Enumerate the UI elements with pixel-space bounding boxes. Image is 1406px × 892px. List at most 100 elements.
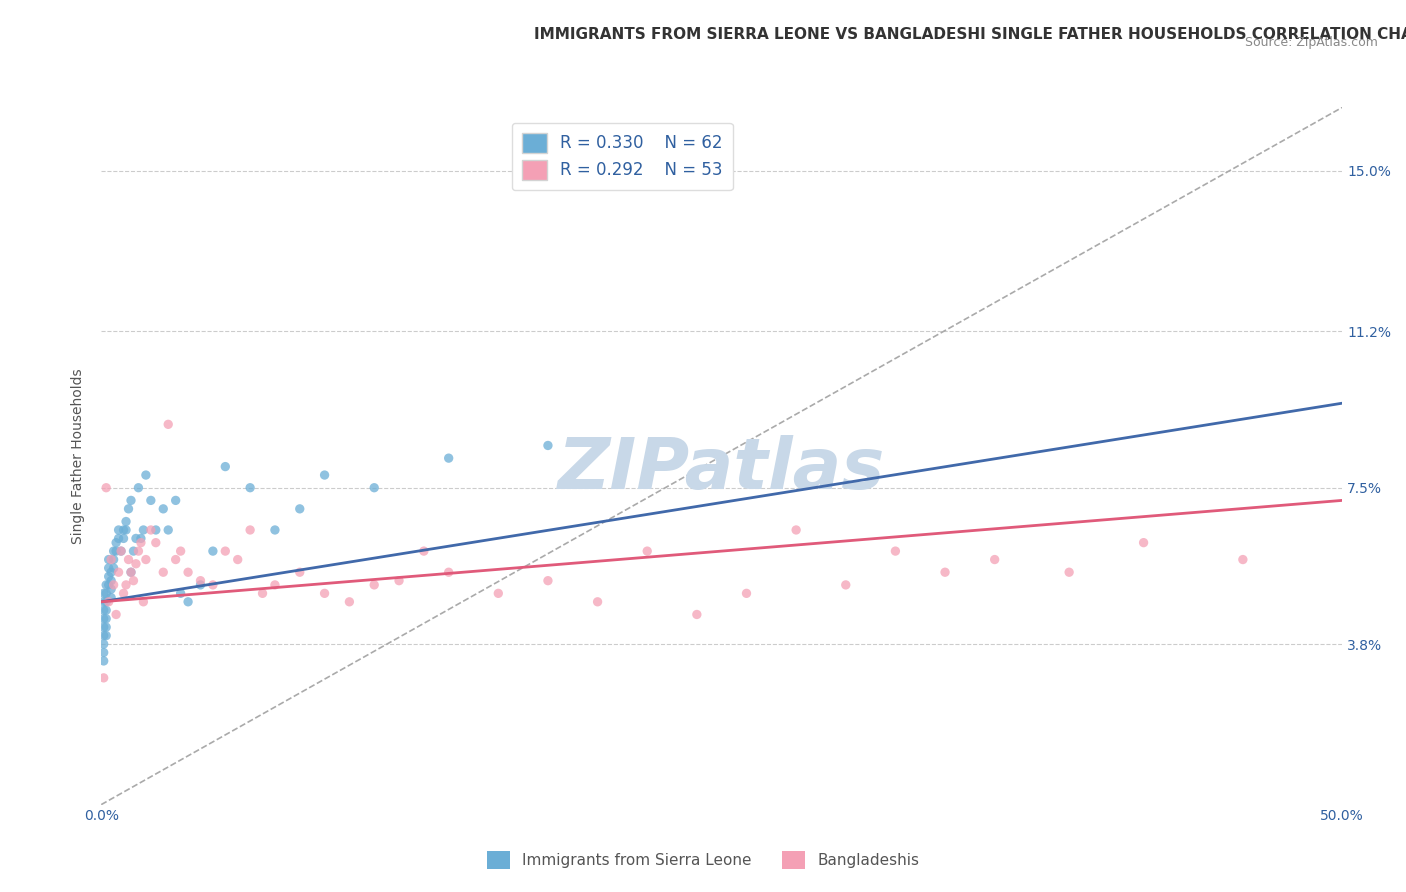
Point — [586, 595, 609, 609]
Point — [157, 523, 180, 537]
Point — [93, 620, 115, 634]
Point — [437, 566, 460, 580]
Point — [107, 523, 129, 537]
Point — [177, 595, 200, 609]
Legend: Immigrants from Sierra Leone, Bangladeshis: Immigrants from Sierra Leone, Bangladesh… — [481, 845, 925, 875]
Point — [132, 523, 155, 537]
Point — [264, 578, 287, 592]
Point — [100, 552, 122, 566]
Point — [120, 566, 142, 580]
Point — [288, 501, 311, 516]
Point — [934, 566, 956, 580]
Point — [145, 535, 167, 549]
Point — [686, 607, 709, 622]
Point — [97, 578, 120, 592]
Point — [93, 595, 115, 609]
Point — [135, 552, 157, 566]
Point — [139, 523, 162, 537]
Y-axis label: Single Father Households: Single Father Households — [72, 368, 86, 544]
Point — [636, 544, 658, 558]
Point — [96, 603, 118, 617]
Point — [735, 586, 758, 600]
Point — [125, 532, 148, 546]
Point — [190, 574, 212, 588]
Legend: R = 0.330    N = 62, R = 0.292    N = 53: R = 0.330 N = 62, R = 0.292 N = 53 — [512, 123, 733, 190]
Point — [1132, 535, 1154, 549]
Point — [363, 578, 385, 592]
Point — [152, 566, 174, 580]
Point — [201, 544, 224, 558]
Point — [100, 566, 122, 580]
Point — [96, 578, 118, 592]
Point — [135, 468, 157, 483]
Point — [120, 566, 142, 580]
Point — [93, 612, 115, 626]
Point — [93, 671, 115, 685]
Point — [117, 552, 139, 566]
Point — [107, 566, 129, 580]
Point — [93, 586, 115, 600]
Point — [363, 481, 385, 495]
Point — [100, 574, 122, 588]
Point — [486, 586, 509, 600]
Point — [157, 417, 180, 432]
Point — [112, 586, 135, 600]
Point — [239, 481, 262, 495]
Point — [190, 578, 212, 592]
Point — [214, 544, 236, 558]
Point — [314, 586, 336, 600]
Point — [115, 523, 138, 537]
Point — [201, 578, 224, 592]
Point — [983, 552, 1005, 566]
Point — [132, 595, 155, 609]
Point — [314, 468, 336, 483]
Point — [93, 654, 115, 668]
Point — [97, 595, 120, 609]
Point — [115, 578, 138, 592]
Point — [120, 493, 142, 508]
Point — [112, 523, 135, 537]
Text: IMMIGRANTS FROM SIERRA LEONE VS BANGLADESHI SINGLE FATHER HOUSEHOLDS CORRELATION: IMMIGRANTS FROM SIERRA LEONE VS BANGLADE… — [534, 27, 1406, 42]
Point — [96, 595, 118, 609]
Point — [122, 544, 145, 558]
Point — [96, 629, 118, 643]
Point — [93, 603, 115, 617]
Point — [127, 481, 149, 495]
Point — [152, 501, 174, 516]
Point — [785, 523, 807, 537]
Point — [412, 544, 434, 558]
Point — [264, 523, 287, 537]
Point — [169, 586, 191, 600]
Point — [125, 557, 148, 571]
Point — [537, 574, 560, 588]
Point — [100, 591, 122, 605]
Point — [145, 523, 167, 537]
Point — [97, 569, 120, 583]
Point — [110, 544, 132, 558]
Point — [93, 637, 115, 651]
Point — [129, 535, 152, 549]
Point — [288, 566, 311, 580]
Point — [537, 438, 560, 452]
Point — [169, 544, 191, 558]
Point — [139, 493, 162, 508]
Point — [93, 646, 115, 660]
Point — [93, 629, 115, 643]
Point — [129, 532, 152, 546]
Point — [388, 574, 411, 588]
Point — [105, 535, 128, 549]
Point — [97, 561, 120, 575]
Point — [252, 586, 274, 600]
Point — [103, 578, 125, 592]
Point — [437, 451, 460, 466]
Point — [100, 582, 122, 596]
Point — [165, 552, 187, 566]
Point — [214, 459, 236, 474]
Point — [117, 501, 139, 516]
Point — [96, 481, 118, 495]
Point — [339, 595, 361, 609]
Point — [177, 566, 200, 580]
Point — [884, 544, 907, 558]
Point — [103, 552, 125, 566]
Point — [103, 561, 125, 575]
